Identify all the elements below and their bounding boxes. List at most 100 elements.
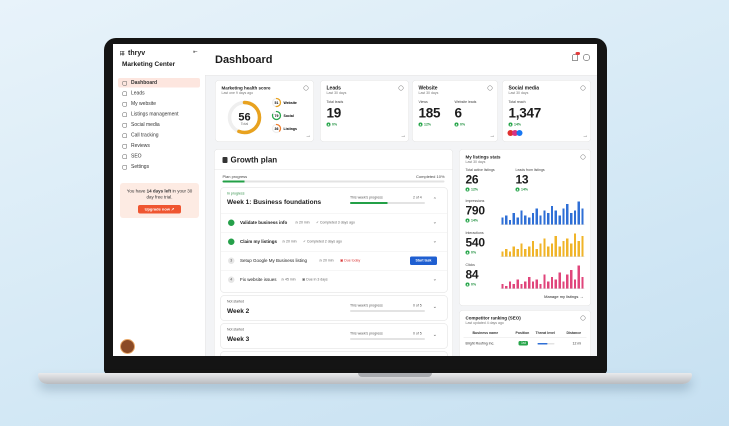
spark-bar: [508, 219, 512, 225]
spark-bar: [501, 217, 504, 225]
task-title: Setup Google My Business listing: [240, 258, 308, 263]
nav-icon: [122, 123, 127, 128]
nav-icon: [122, 154, 127, 159]
nav-item[interactable]: Dashboard: [118, 78, 200, 88]
week-panel[interactable]: Not started Week 3 This week's progress 0 o…: [220, 323, 448, 349]
expand-chevron[interactable]: ⌄: [432, 219, 437, 226]
week-count: 0 of 5: [413, 332, 422, 336]
task-row[interactable]: 4 Fix website issues ◷ 45 min ▣ Due in 3…: [221, 270, 447, 290]
notification-icon[interactable]: [572, 54, 578, 61]
spark-bar: [566, 203, 569, 225]
nav-icon: [122, 112, 127, 117]
card-arrow[interactable]: →: [305, 132, 312, 139]
nav-label: Call tracking: [131, 132, 159, 139]
spark-bar: [505, 215, 508, 225]
metric-value: 26: [465, 173, 479, 187]
clock-icon[interactable]: [583, 54, 590, 61]
collapse-chevron[interactable]: ⌃: [432, 197, 437, 203]
spark-bar: [569, 213, 573, 225]
week-count: 0 of 5: [413, 304, 422, 308]
card-arrow[interactable]: →: [489, 132, 496, 139]
card-arrow[interactable]: →: [400, 132, 407, 139]
spark-bar: [543, 274, 546, 289]
change: 14%: [515, 187, 528, 192]
nav-item[interactable]: Reviews: [118, 141, 200, 151]
spark-bar: [501, 283, 504, 289]
change: 0%: [465, 282, 477, 287]
spark-bar: [520, 210, 523, 225]
spark-bar: [573, 233, 577, 257]
spark-bar: [562, 281, 565, 289]
metric-label: Total reach: [508, 100, 526, 105]
metric-value: 1,347: [508, 105, 542, 121]
collapse-icon[interactable]: ⇤: [193, 49, 198, 55]
span: 20 min: [323, 259, 334, 263]
info-icon[interactable]: [580, 315, 586, 321]
spark-bar: [535, 208, 538, 225]
spark-bar: [547, 213, 550, 225]
week-panel[interactable]: Not started Week 2 This week's progress 0 o…: [220, 295, 448, 321]
week-progress-label: This week's progress: [350, 332, 383, 336]
expand-chevron[interactable]: ⌄: [432, 332, 437, 338]
nav-label: Settings: [131, 164, 150, 170]
column-header: Business name: [472, 331, 499, 336]
expand-chevron[interactable]: ⌄: [432, 276, 437, 283]
start-task-button[interactable]: Start task: [410, 256, 437, 265]
avatar[interactable]: [120, 339, 135, 354]
nav-item[interactable]: SEO: [118, 152, 200, 162]
span: 20 min: [299, 221, 310, 225]
task-time: ◷ 20 min: [295, 221, 310, 225]
card-title: Competitor ranking (SEO): [465, 315, 521, 321]
task-row[interactable]: Validate business info ◷ 20 min ✓ Comple…: [221, 213, 447, 233]
nav-item[interactable]: Call tracking: [118, 131, 200, 141]
spark-bar: [550, 243, 554, 257]
business-name: Bright Roofing Inc.: [465, 342, 495, 346]
expand-chevron[interactable]: ⌄: [432, 304, 437, 310]
nav-label: Reviews: [131, 143, 150, 149]
upgrade-button[interactable]: Upgrade now ↗: [138, 205, 181, 214]
chart-value: 84: [465, 268, 479, 282]
nav-item[interactable]: Listings management: [118, 110, 200, 120]
task-due: ▣ Due in 3 days: [302, 278, 328, 282]
task-row[interactable]: 3 Setup Google My Business listing ◷ 20 …: [221, 251, 447, 271]
info-icon[interactable]: [580, 85, 586, 91]
expand-chevron[interactable]: ⌄: [432, 238, 437, 245]
task-row[interactable]: Claim my listings ◷ 20 min ✓ Completed 2…: [221, 232, 447, 252]
card-arrow[interactable]: →: [582, 132, 589, 139]
info-icon[interactable]: [303, 85, 309, 91]
nav-item[interactable]: My website: [118, 99, 200, 109]
manage-listings-link[interactable]: Manage my listings →: [544, 294, 584, 300]
i: [326, 122, 331, 127]
info-icon[interactable]: [580, 154, 586, 160]
nav-item[interactable]: Leads: [118, 89, 200, 99]
metric-label: Views: [418, 100, 428, 105]
span: Completed 3 days ago: [319, 221, 355, 225]
ring-arc: [271, 123, 282, 134]
info-icon[interactable]: [398, 85, 404, 91]
change-value: 0%: [471, 282, 477, 287]
spark-bar: [516, 248, 519, 257]
span: 0%: [460, 122, 466, 127]
nav-item[interactable]: Settings: [118, 162, 200, 172]
notch: [358, 373, 432, 377]
task-due: ✓ Completed 3 days ago: [316, 221, 355, 225]
change: 12%: [465, 187, 478, 192]
week-status: In progress: [227, 192, 245, 196]
nav-item[interactable]: Social media: [118, 120, 200, 130]
metric-label: Website leads: [454, 100, 477, 105]
part-label: Social: [284, 114, 294, 118]
leads-card: Leads Last 30 days Total leads 19 0% →: [320, 80, 409, 142]
apps-icon[interactable]: [120, 51, 125, 56]
spark-bar: [531, 241, 535, 257]
task-title: Validate business info: [240, 220, 288, 225]
info-icon[interactable]: [487, 85, 493, 91]
card-subtitle: Last 30 days: [508, 91, 529, 96]
week-status: Not started: [227, 328, 245, 332]
social-icon: [512, 130, 518, 136]
task-due: ✓ Completed 2 days ago: [303, 240, 342, 244]
change: 14%: [465, 218, 478, 223]
spark-bar: [531, 213, 535, 225]
growth-card: Growth plan Plan progress Completed 10% …: [214, 149, 453, 356]
